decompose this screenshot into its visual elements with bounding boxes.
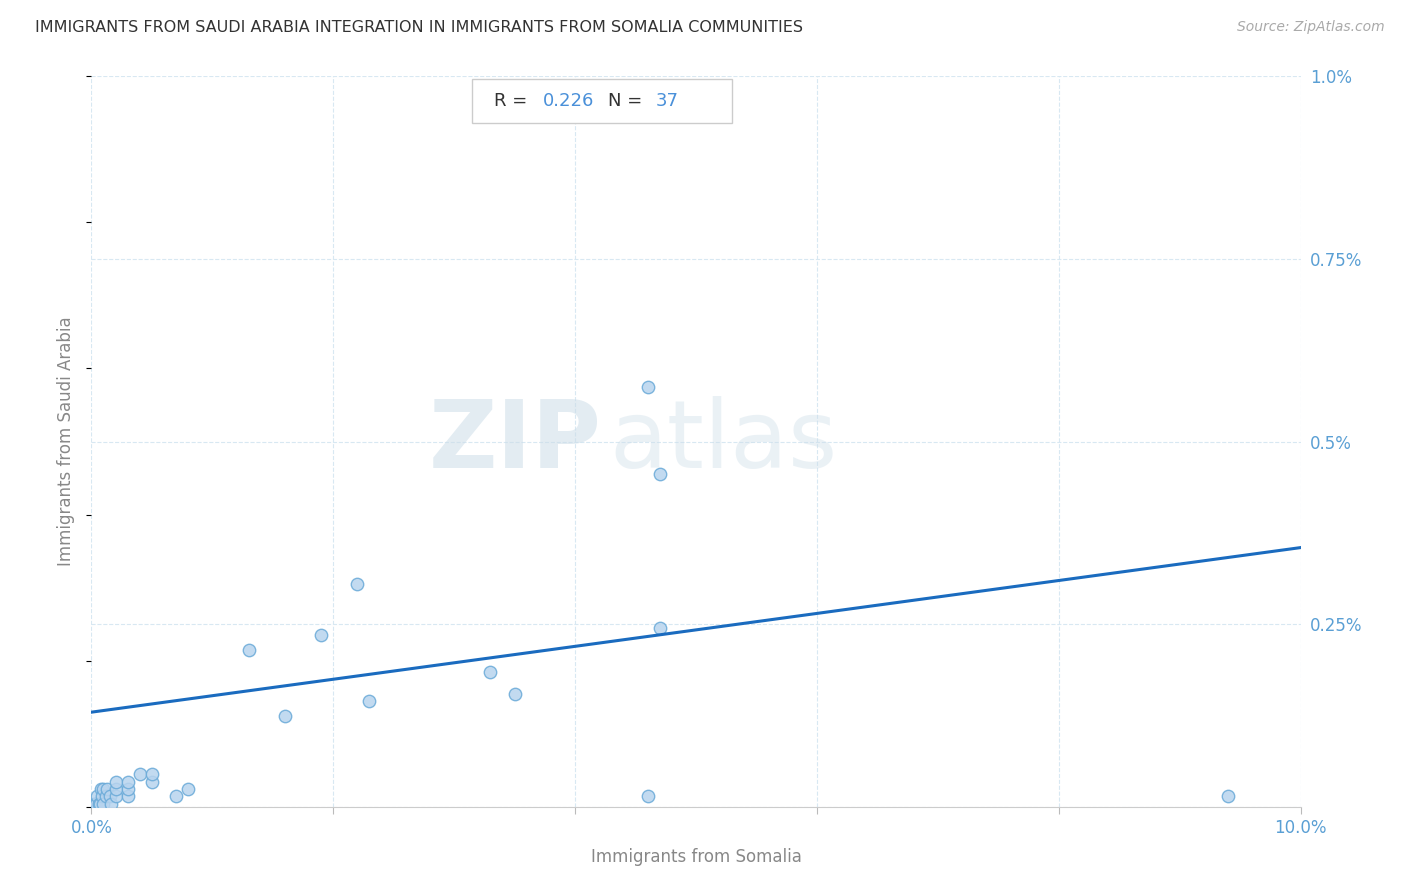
Point: [93, 797, 115, 811]
Point: [359, 694, 381, 708]
Point: [117, 774, 139, 789]
Point: [83, 797, 105, 811]
Point: [274, 708, 297, 723]
Point: [346, 577, 368, 591]
Text: N =: N =: [607, 93, 648, 111]
Text: ZIP: ZIP: [429, 395, 602, 488]
Point: [84, 797, 107, 811]
Y-axis label: Immigrants from Saudi Arabia: Immigrants from Saudi Arabia: [58, 317, 76, 566]
Point: [165, 789, 187, 804]
Point: [104, 789, 127, 804]
Point: [309, 628, 332, 642]
Text: R =: R =: [494, 93, 533, 111]
Point: [93, 781, 115, 797]
Point: [648, 621, 671, 635]
Text: 37: 37: [657, 93, 679, 111]
Point: [86, 789, 108, 804]
Point: [94, 789, 117, 804]
X-axis label: Immigrants from Somalia: Immigrants from Somalia: [591, 848, 801, 866]
Point: [141, 774, 163, 789]
Point: [87, 797, 110, 811]
Point: [96, 781, 118, 797]
Point: [637, 380, 659, 394]
Point: [89, 797, 111, 811]
Point: [1216, 789, 1239, 804]
Point: [141, 767, 163, 781]
Text: 0.226: 0.226: [543, 93, 593, 111]
Point: [128, 767, 150, 781]
Point: [479, 665, 502, 679]
Point: [503, 687, 526, 701]
Point: [91, 789, 114, 804]
FancyBboxPatch shape: [472, 79, 733, 123]
Point: [117, 789, 139, 804]
Text: atlas: atlas: [609, 395, 837, 488]
Point: [117, 781, 139, 797]
Point: [100, 797, 122, 811]
Point: [90, 781, 112, 797]
Point: [238, 643, 260, 657]
Point: [98, 789, 121, 804]
Point: [104, 781, 127, 797]
Point: [637, 789, 659, 804]
Point: [648, 467, 671, 482]
Point: [104, 774, 127, 789]
Point: [84, 797, 107, 811]
Text: IMMIGRANTS FROM SAUDI ARABIA INTEGRATION IN IMMIGRANTS FROM SOMALIA COMMUNITIES: IMMIGRANTS FROM SAUDI ARABIA INTEGRATION…: [35, 20, 803, 35]
Point: [177, 781, 200, 797]
Text: Source: ZipAtlas.com: Source: ZipAtlas.com: [1237, 20, 1385, 34]
